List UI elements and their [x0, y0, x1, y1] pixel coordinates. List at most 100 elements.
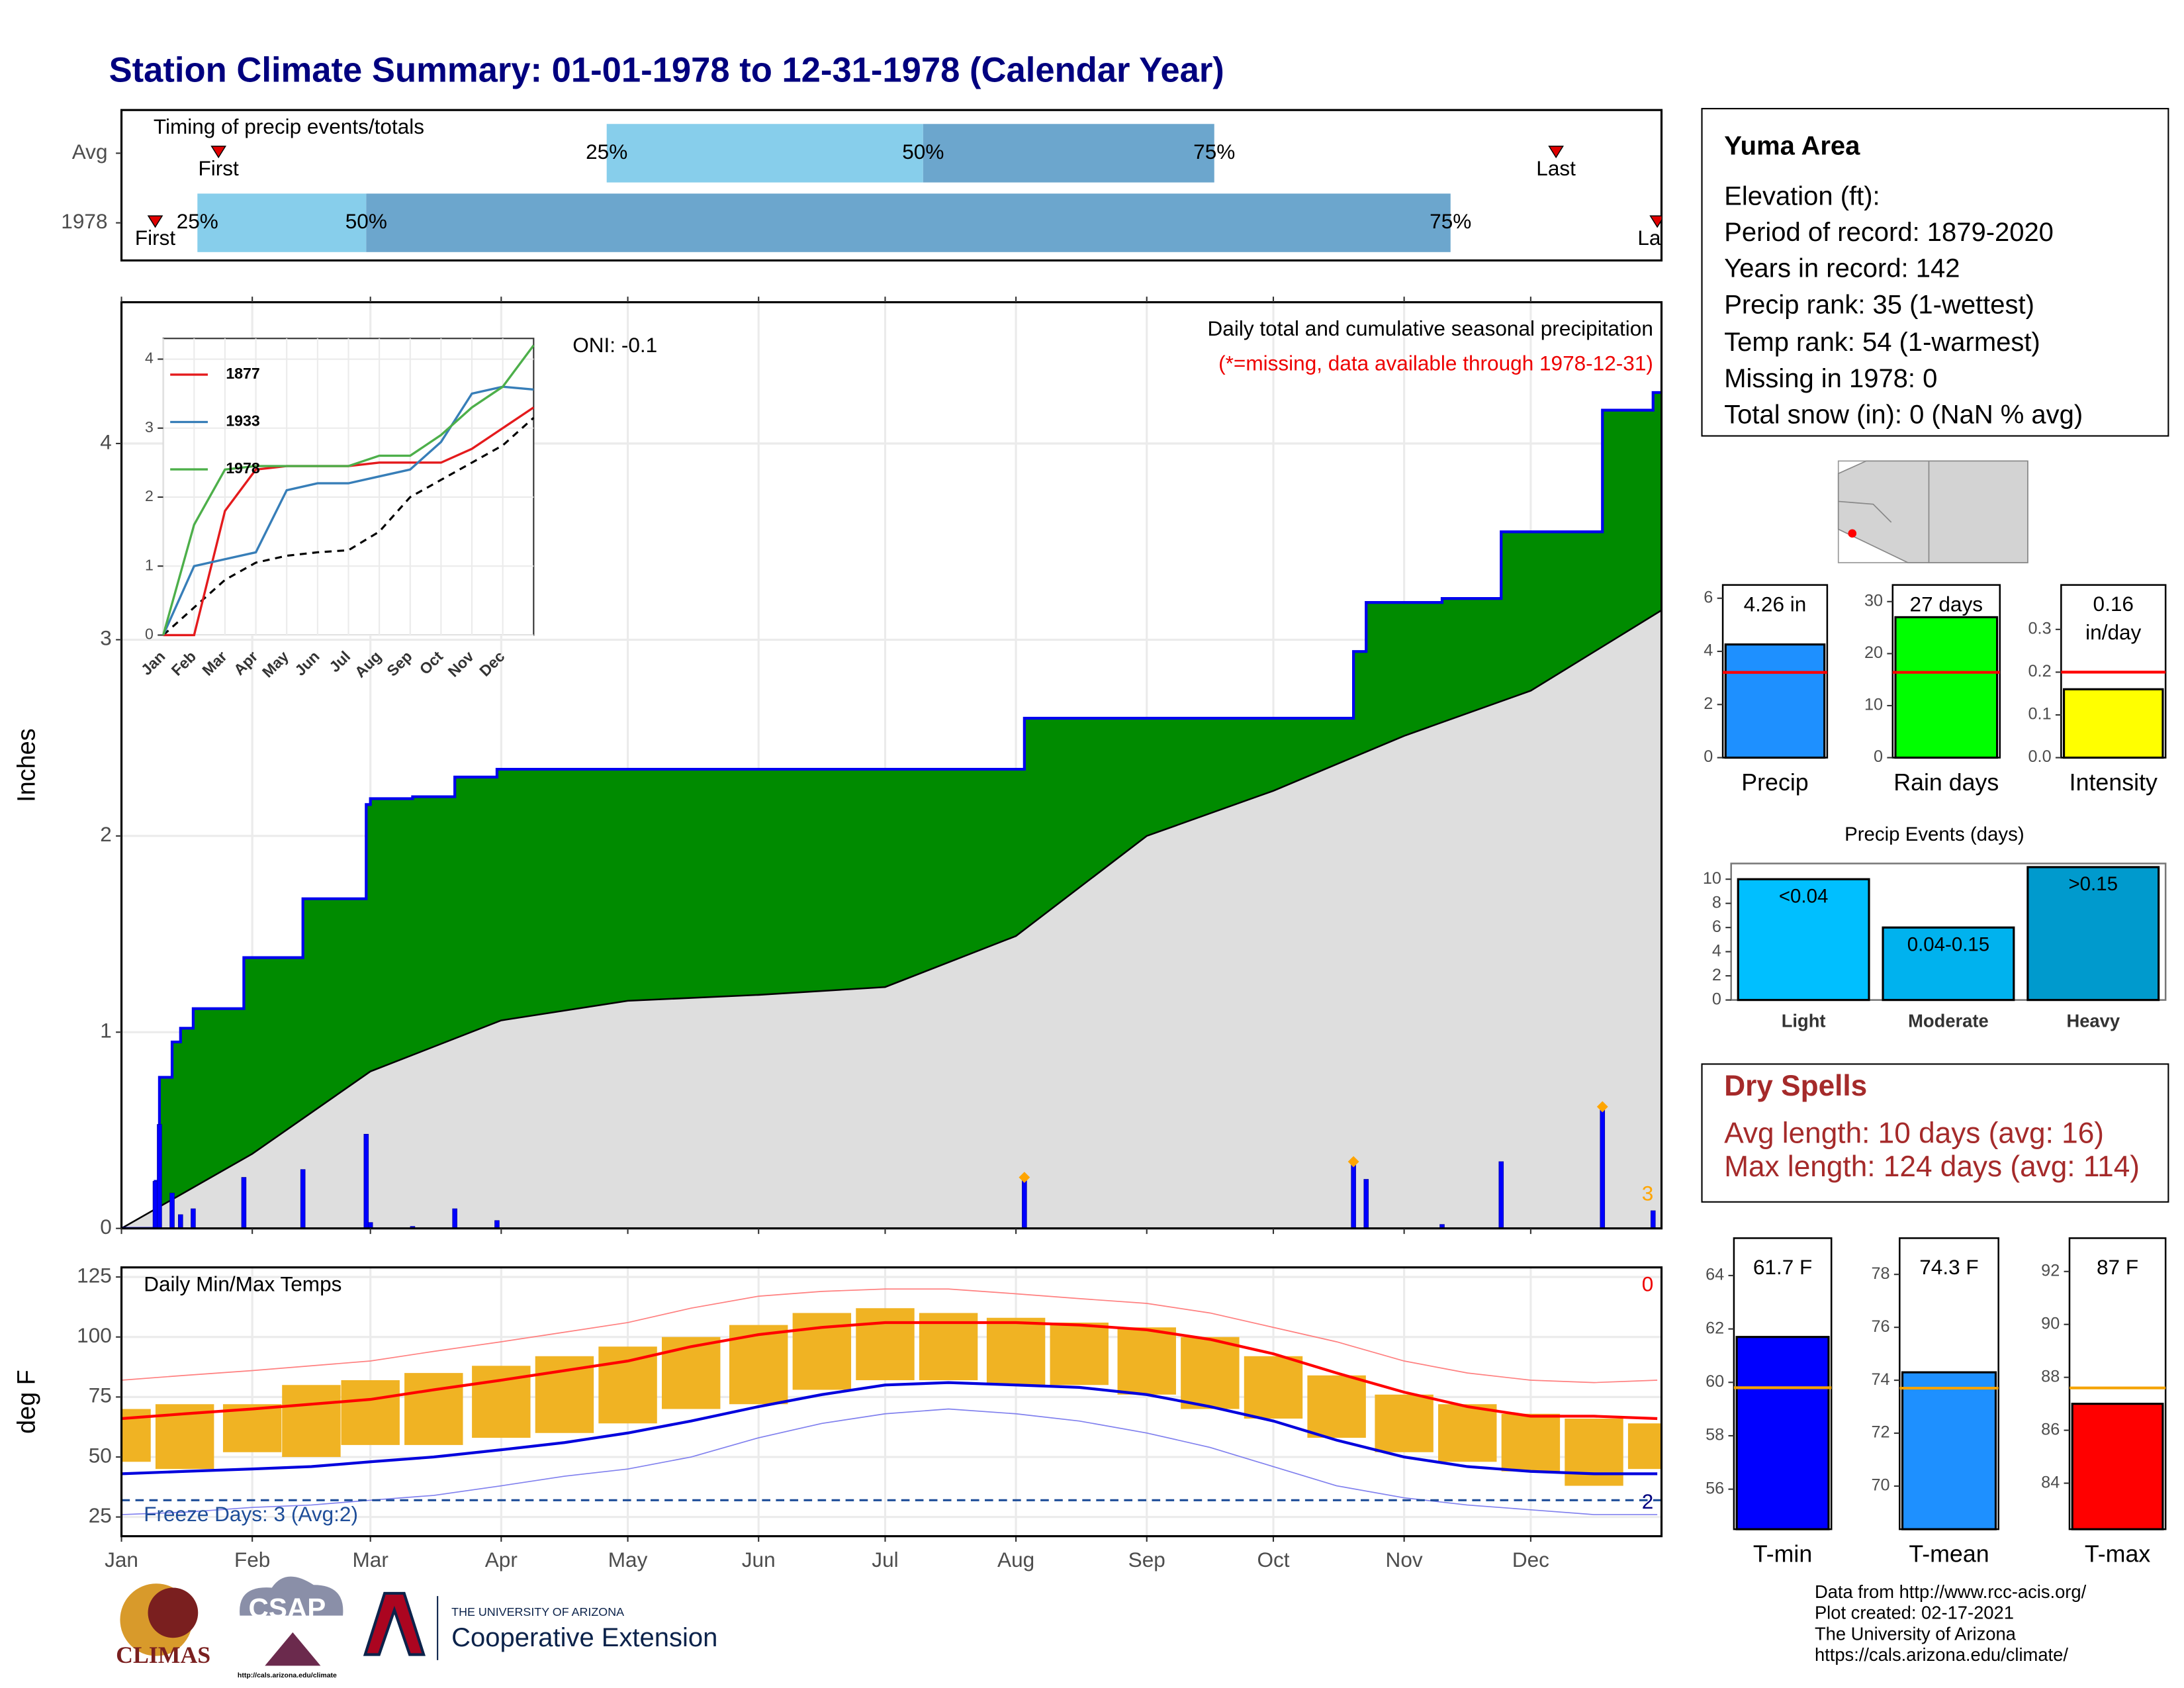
quartile-label: 25% [586, 140, 627, 164]
marker-label: First [135, 226, 176, 250]
marker-label: First [199, 156, 240, 180]
observed-range [1181, 1336, 1240, 1409]
event-marker [1548, 146, 1564, 159]
csap-cloud [240, 1576, 343, 1616]
corner-note: 3 [1642, 1182, 1654, 1205]
x-axis-label: Rain days [1893, 769, 1999, 796]
credit-line: The University of Arizona [1815, 1623, 2017, 1644]
observed-range [1375, 1394, 1433, 1452]
text-line: 0.16 [2093, 592, 2134, 616]
x-tick-label: Feb [234, 1548, 270, 1571]
legend-label: 1978 [226, 459, 260, 477]
ua-logo [363, 1591, 426, 1656]
info-line: Elevation (ft): [1724, 181, 1880, 211]
observed-range [661, 1336, 721, 1409]
x-tick-label: Mar [353, 1548, 388, 1571]
y-axis-label: Inches [13, 728, 41, 802]
y-tick-label: 10 [1703, 869, 1721, 888]
climas-logo: CLIMAS [116, 1642, 210, 1668]
y-tick-label: 0.2 [2028, 662, 2052, 680]
station-dot [1848, 529, 1857, 538]
value-label: 27 days [1910, 592, 1983, 616]
x-axis-label: Intensity [2070, 769, 2158, 796]
daily-bar [178, 1214, 183, 1229]
y-tick-label: 92 [2041, 1261, 2060, 1280]
x-tick-label: Sep [1128, 1548, 1165, 1571]
daily-bar [367, 1222, 373, 1229]
y-tick-label: 1 [145, 556, 154, 573]
y-tick-label: 74 [1871, 1370, 1889, 1389]
observed-range [1244, 1356, 1303, 1419]
x-tick-label: Dec [1512, 1548, 1549, 1571]
info-line: Temp rank: 54 (1-warmest) [1724, 328, 2040, 357]
info-line: Missing in 1978: 0 [1724, 364, 1937, 393]
csap-url: http://cals.arizona.edu/climate [238, 1671, 337, 1679]
value-label: 4.26 in [1744, 592, 1807, 616]
x-tick-label: Heavy [2066, 1011, 2120, 1031]
series-line [162, 385, 534, 636]
value-label: 61.7 F [1753, 1255, 1812, 1279]
quartile-bar [923, 124, 1214, 183]
y-tick-label: 125 [77, 1263, 112, 1287]
y-tick-label: 70 [1871, 1476, 1889, 1495]
y-tick-label: 10 [1864, 696, 1883, 714]
panel-frame [120, 301, 1663, 1230]
y-tick-label: 0.3 [2028, 619, 2052, 637]
info-panel: Yuma Area Elevation (ft): Period of reco… [1701, 108, 2169, 437]
bar [1724, 643, 1826, 759]
info-line: Precip rank: 35 (1-wettest) [1724, 290, 2034, 319]
logos: CLIMAS CSAP http://cals.arizona.edu/clim… [116, 1576, 717, 1679]
y-tick-label: 88 [2041, 1367, 2060, 1385]
y-tick-label: 2 [100, 822, 112, 846]
credit-line: Data from http://www.rcc-acis.org/ [1815, 1581, 2087, 1602]
y-tick-label: 4 [145, 350, 154, 367]
y-tick-label: 2 [1712, 966, 1721, 984]
x-tick-label: Jan [105, 1548, 138, 1571]
bar [1735, 1336, 1830, 1530]
daily-bar [1363, 1179, 1369, 1229]
climas-emblem [148, 1587, 199, 1638]
observed-range [1501, 1413, 1561, 1472]
info-title: Yuma Area [1724, 132, 1860, 161]
value-label: 87 F [2097, 1255, 2138, 1279]
daily-bar [494, 1220, 500, 1229]
y-axis-label: deg F [13, 1370, 41, 1434]
y-tick-label: 8 [1712, 893, 1721, 912]
bar [1737, 878, 1870, 1002]
x-tick-label: Jun [742, 1548, 776, 1571]
quartile-bar [197, 193, 367, 252]
x-tick-label: Aug [997, 1548, 1034, 1571]
freeze-label: Freeze Days: 3 (Avg:2) [144, 1502, 358, 1526]
observed-range [282, 1385, 341, 1458]
credit-line: https://cals.arizona.edu/climate/ [1815, 1644, 2068, 1665]
panel-title: Daily total and cumulative seasonal prec… [1208, 316, 1653, 340]
dry-spells-title: Dry Spells [1724, 1070, 1867, 1102]
dry-spells-line: Max length: 124 days (avg: 114) [1724, 1150, 2140, 1183]
y-tick-label: 86 [2041, 1420, 2060, 1438]
credits: Data from http://www.rcc-acis.org/ Plot … [1815, 1581, 2087, 1665]
normal-area [121, 609, 1662, 1229]
info-line: Years in record: 142 [1724, 254, 1960, 283]
locator-map [1837, 460, 2028, 563]
y-tick-label: 25 [89, 1503, 112, 1527]
y-tick-label: 2 [145, 487, 154, 504]
observed-range [341, 1380, 400, 1445]
daily-bar [452, 1208, 457, 1229]
marker-label: Last [1637, 226, 1677, 250]
map-border [1838, 461, 1930, 563]
observed-range [598, 1346, 657, 1424]
timing-rows: First Last 25% 50% 75% First Last 25% 50% 75% [135, 124, 1677, 252]
y-tick-label: 3 [100, 626, 112, 650]
record-min-line [121, 1408, 1658, 1515]
daily-bar [1498, 1161, 1504, 1229]
bar-label: <0.04 [1779, 885, 1829, 907]
daily-bar [1650, 1210, 1656, 1229]
series-line [162, 344, 535, 635]
credit-line: Plot created: 02-17-2021 [1815, 1603, 2014, 1623]
y-tick-label: 0 [1704, 747, 1713, 766]
observed-range [1307, 1375, 1366, 1438]
max-note: 0 [1642, 1272, 1654, 1295]
quartile-label: 25% [177, 209, 218, 233]
dry-spells-box [1701, 1063, 2169, 1203]
